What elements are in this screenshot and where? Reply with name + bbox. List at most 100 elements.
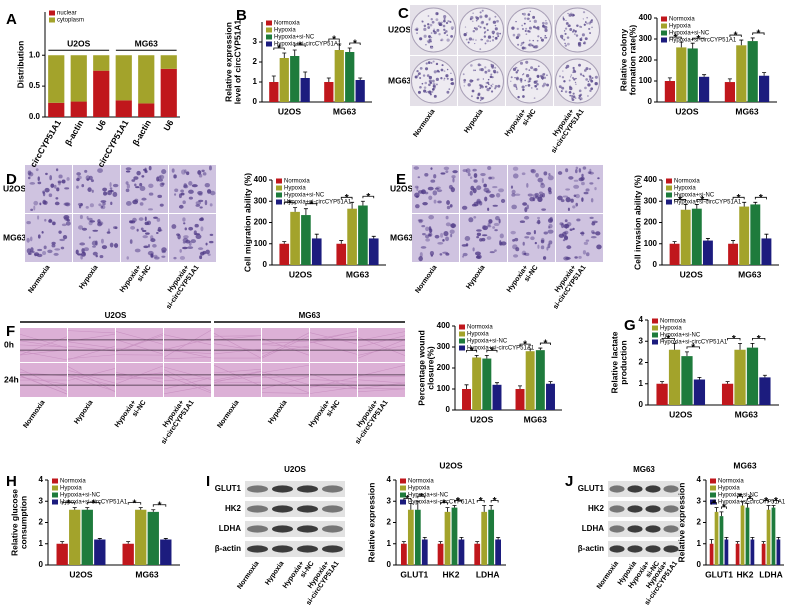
- colony: [573, 70, 577, 73]
- y-tick-label: 3: [39, 496, 44, 505]
- micrograph-cell: [578, 255, 582, 259]
- micrograph-cell: [171, 168, 175, 173]
- micrograph-cell: [542, 256, 547, 260]
- micrograph-cell: [575, 193, 580, 199]
- colony: [445, 21, 449, 25]
- micrograph-cell: [446, 205, 451, 210]
- micrograph-cell: [434, 234, 440, 239]
- micrograph-cell: [131, 179, 136, 182]
- micrograph-cell: [479, 238, 483, 242]
- micrograph-cell: [470, 176, 473, 180]
- blot-band: [663, 485, 679, 493]
- blot-band: [663, 505, 679, 513]
- colony: [465, 38, 468, 41]
- significance-mark: *: [309, 199, 313, 210]
- colony: [520, 80, 523, 83]
- micrograph-cell: [418, 219, 424, 223]
- micrograph-cell: [150, 254, 154, 259]
- wound-texture: [357, 387, 406, 390]
- colony: [475, 19, 478, 22]
- colony: [428, 90, 432, 94]
- significance-bracket: [729, 34, 742, 38]
- micrograph-cell: [182, 200, 186, 205]
- micrograph-cell: [156, 176, 160, 182]
- colony: [423, 86, 427, 89]
- bar: [94, 539, 106, 565]
- micrograph-cell: [486, 225, 492, 228]
- colony: [519, 78, 523, 82]
- micrograph-cell: [422, 201, 428, 206]
- micrograph-cell: [125, 167, 132, 171]
- colony: [448, 88, 451, 90]
- bar: [290, 56, 300, 102]
- colony: [443, 77, 446, 80]
- colony: [446, 38, 450, 42]
- row-label: GLUT1: [578, 484, 605, 493]
- micrograph-cell: [99, 255, 104, 259]
- colony: [522, 73, 525, 75]
- bar-segment: [160, 68, 177, 117]
- colony: [419, 76, 422, 80]
- x-tick-label: U2OS: [278, 106, 301, 116]
- micrograph-cell: [473, 173, 478, 178]
- colony: [528, 80, 531, 83]
- significance-mark: *: [691, 343, 695, 354]
- legend-label: nuclear: [57, 11, 77, 17]
- micrograph-cell: [472, 188, 477, 194]
- micrograph-cell: [581, 197, 584, 202]
- micrograph-cell: [511, 204, 517, 210]
- colony: [527, 43, 531, 47]
- micrograph-cell: [540, 237, 545, 243]
- colony: [521, 13, 524, 15]
- micrograph-cell: [591, 220, 598, 224]
- micrograph-cell: [473, 216, 477, 219]
- micrograph-cell: [35, 168, 39, 172]
- legend-label: Hypoxia: [718, 486, 740, 492]
- colony: [591, 76, 594, 79]
- colony: [533, 45, 538, 49]
- micrograph-cell: [64, 187, 70, 190]
- micrograph-cell: [572, 227, 575, 231]
- colony: [572, 30, 574, 33]
- colony: [564, 32, 567, 35]
- colony: [474, 42, 476, 45]
- colony: [433, 94, 437, 98]
- y-axis-label: Distribution: [15, 41, 25, 89]
- colony: [519, 61, 524, 65]
- bar: [324, 82, 334, 102]
- micrograph-cell: [30, 247, 34, 252]
- legend-swatch: [266, 27, 272, 33]
- error-bar: [371, 235, 376, 239]
- colony-dish: [555, 7, 600, 53]
- blot-strip: [608, 521, 680, 537]
- bar: [669, 243, 680, 265]
- error-bar: [475, 541, 480, 544]
- colony: [492, 33, 494, 35]
- colony: [427, 61, 431, 64]
- colony: [438, 32, 441, 36]
- colony: [589, 89, 592, 93]
- micrograph-cell: [26, 237, 30, 243]
- micrograph-cell: [81, 251, 86, 257]
- micrograph-cell: [125, 188, 130, 193]
- colony: [441, 64, 444, 67]
- micrograph-cell: [495, 192, 501, 198]
- y-axis-label: level of circCYP51A1: [232, 19, 242, 104]
- significance-bracket: [328, 38, 340, 41]
- colony: [534, 85, 536, 87]
- colony: [486, 81, 490, 85]
- micrograph-cell: [54, 184, 57, 189]
- micrograph-cell: [476, 229, 482, 232]
- error-bar: [709, 539, 714, 544]
- micrograph-cell: [50, 183, 55, 188]
- wound-texture: [163, 369, 212, 392]
- bar-segment: [48, 102, 65, 117]
- x-tick-label: MG63: [735, 106, 758, 116]
- colony: [486, 88, 490, 92]
- micrograph-cell: [583, 191, 589, 195]
- colony: [496, 71, 499, 74]
- micrograph-cell: [152, 244, 157, 248]
- legend-swatch: [666, 192, 672, 198]
- micrograph-cell: [567, 207, 570, 211]
- bar: [735, 543, 740, 565]
